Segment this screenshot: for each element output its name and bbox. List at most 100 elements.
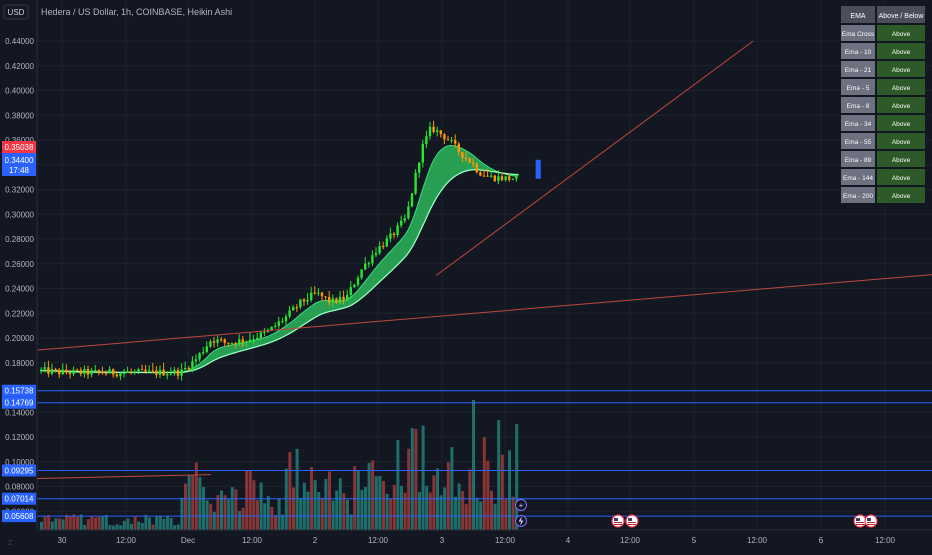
candle-body xyxy=(335,298,338,304)
volume-bar xyxy=(83,524,87,530)
candle-body xyxy=(169,373,172,375)
candle-body xyxy=(457,143,460,152)
candle-body xyxy=(475,164,478,173)
candle-body xyxy=(436,130,439,132)
lightning-marker-icon[interactable] xyxy=(515,515,527,527)
price-axis-background xyxy=(0,0,37,530)
volume-bar xyxy=(508,450,511,530)
time-tick-label: 4 xyxy=(566,536,571,545)
ema-row-name-cell xyxy=(841,169,875,185)
volume-bar xyxy=(130,523,133,530)
volume-bar xyxy=(108,525,112,530)
candle-body xyxy=(47,367,50,374)
volume-bar xyxy=(76,516,79,530)
candlesticks[interactable] xyxy=(40,120,541,381)
candle-body xyxy=(360,269,363,278)
volume-bar xyxy=(288,452,292,530)
candle-body xyxy=(130,371,133,373)
ema-row-status: Above xyxy=(892,139,911,146)
candle-body xyxy=(421,144,424,163)
volume-bar xyxy=(428,492,432,530)
volume-bar xyxy=(317,492,321,530)
ema-row-name: Ema - 5 xyxy=(847,85,870,92)
candle-body xyxy=(227,342,230,344)
candle-body xyxy=(482,175,486,177)
volume-bar xyxy=(360,489,364,530)
candle-body xyxy=(299,299,302,308)
candle-body xyxy=(331,298,334,303)
volume-bar xyxy=(346,499,349,530)
trendline-volume-trend xyxy=(36,474,211,479)
volume-bar xyxy=(148,517,151,530)
horizontal-levels[interactable] xyxy=(37,390,932,517)
volume-bar xyxy=(292,487,295,530)
price-tick-label: 0.20000 xyxy=(5,334,34,343)
ema-row-name: Ema - 8 xyxy=(847,103,870,110)
volume-bar xyxy=(270,506,274,530)
volume-bar xyxy=(176,524,180,530)
candle-body xyxy=(497,176,500,182)
candle-body xyxy=(133,371,136,373)
candle-body xyxy=(144,369,147,372)
candle-body xyxy=(439,130,442,135)
candle-body xyxy=(284,316,288,322)
time-tick-label: 12:00 xyxy=(747,536,768,545)
level-badge xyxy=(2,510,36,523)
candle-body xyxy=(403,218,406,221)
volume-bar xyxy=(274,514,277,530)
volume-bar xyxy=(277,498,281,530)
candle-body xyxy=(61,369,64,375)
level-badge-label: 0.09295 xyxy=(5,466,34,475)
volume-bar xyxy=(328,471,331,530)
volume-bar xyxy=(223,495,227,530)
candle-body xyxy=(191,361,194,370)
add-marker-icon[interactable]: + xyxy=(515,499,527,511)
candle-body xyxy=(446,139,450,141)
volume-bar xyxy=(389,498,393,530)
volume-bar xyxy=(504,499,508,530)
us-flag-icon xyxy=(611,514,625,528)
trendlines[interactable] xyxy=(36,40,932,479)
volume-bar xyxy=(414,428,418,530)
candle-body xyxy=(90,370,93,375)
candle-body xyxy=(371,255,374,264)
volume-bar xyxy=(284,468,288,530)
ema-row-status-cell xyxy=(877,97,925,113)
current-price-label: 0.34400 xyxy=(5,156,34,165)
volume-bar xyxy=(115,524,119,530)
ema-row-status-cell xyxy=(877,25,925,41)
candle-body xyxy=(454,140,457,144)
level-badge xyxy=(2,396,36,409)
ema-row-name: Ema - 21 xyxy=(845,67,872,74)
candle-body xyxy=(396,225,399,236)
candle-body xyxy=(180,369,183,376)
candle-body xyxy=(432,126,435,132)
candle-body xyxy=(270,326,273,331)
volume-bar xyxy=(144,514,148,530)
ema-row-name-cell xyxy=(841,133,875,149)
trendline-long-term xyxy=(36,274,932,351)
volume-bar xyxy=(364,487,367,530)
candle-body xyxy=(43,367,46,370)
us-flag-events[interactable] xyxy=(611,514,878,528)
candle-body xyxy=(79,370,82,374)
candle-body xyxy=(155,370,158,375)
ema-row-status-cell xyxy=(877,151,925,167)
candle-body xyxy=(101,371,104,374)
volume-bar xyxy=(353,466,357,530)
time-axis-ticks: 30 12:00 Dec 12:00 2 12:00 3 12:00 4 12:00 5 12:00 6… xyxy=(58,536,896,545)
candle-body xyxy=(86,369,90,375)
price-tick-label: 0.18000 xyxy=(5,359,34,368)
volume-bar xyxy=(335,490,339,530)
volume-bar xyxy=(104,514,108,530)
current-price-badge xyxy=(2,153,36,176)
ema-row-name-cell xyxy=(841,25,875,41)
ema-table-rows: Ema Cross Above Ema - 10 Above Ema - 21 Above… xyxy=(841,25,925,203)
candle-body xyxy=(392,233,396,236)
volume-bar xyxy=(374,476,378,530)
currency-button[interactable] xyxy=(3,4,29,20)
flag-canton xyxy=(628,518,632,521)
candle-body xyxy=(443,134,446,140)
volume-bar xyxy=(493,503,497,530)
